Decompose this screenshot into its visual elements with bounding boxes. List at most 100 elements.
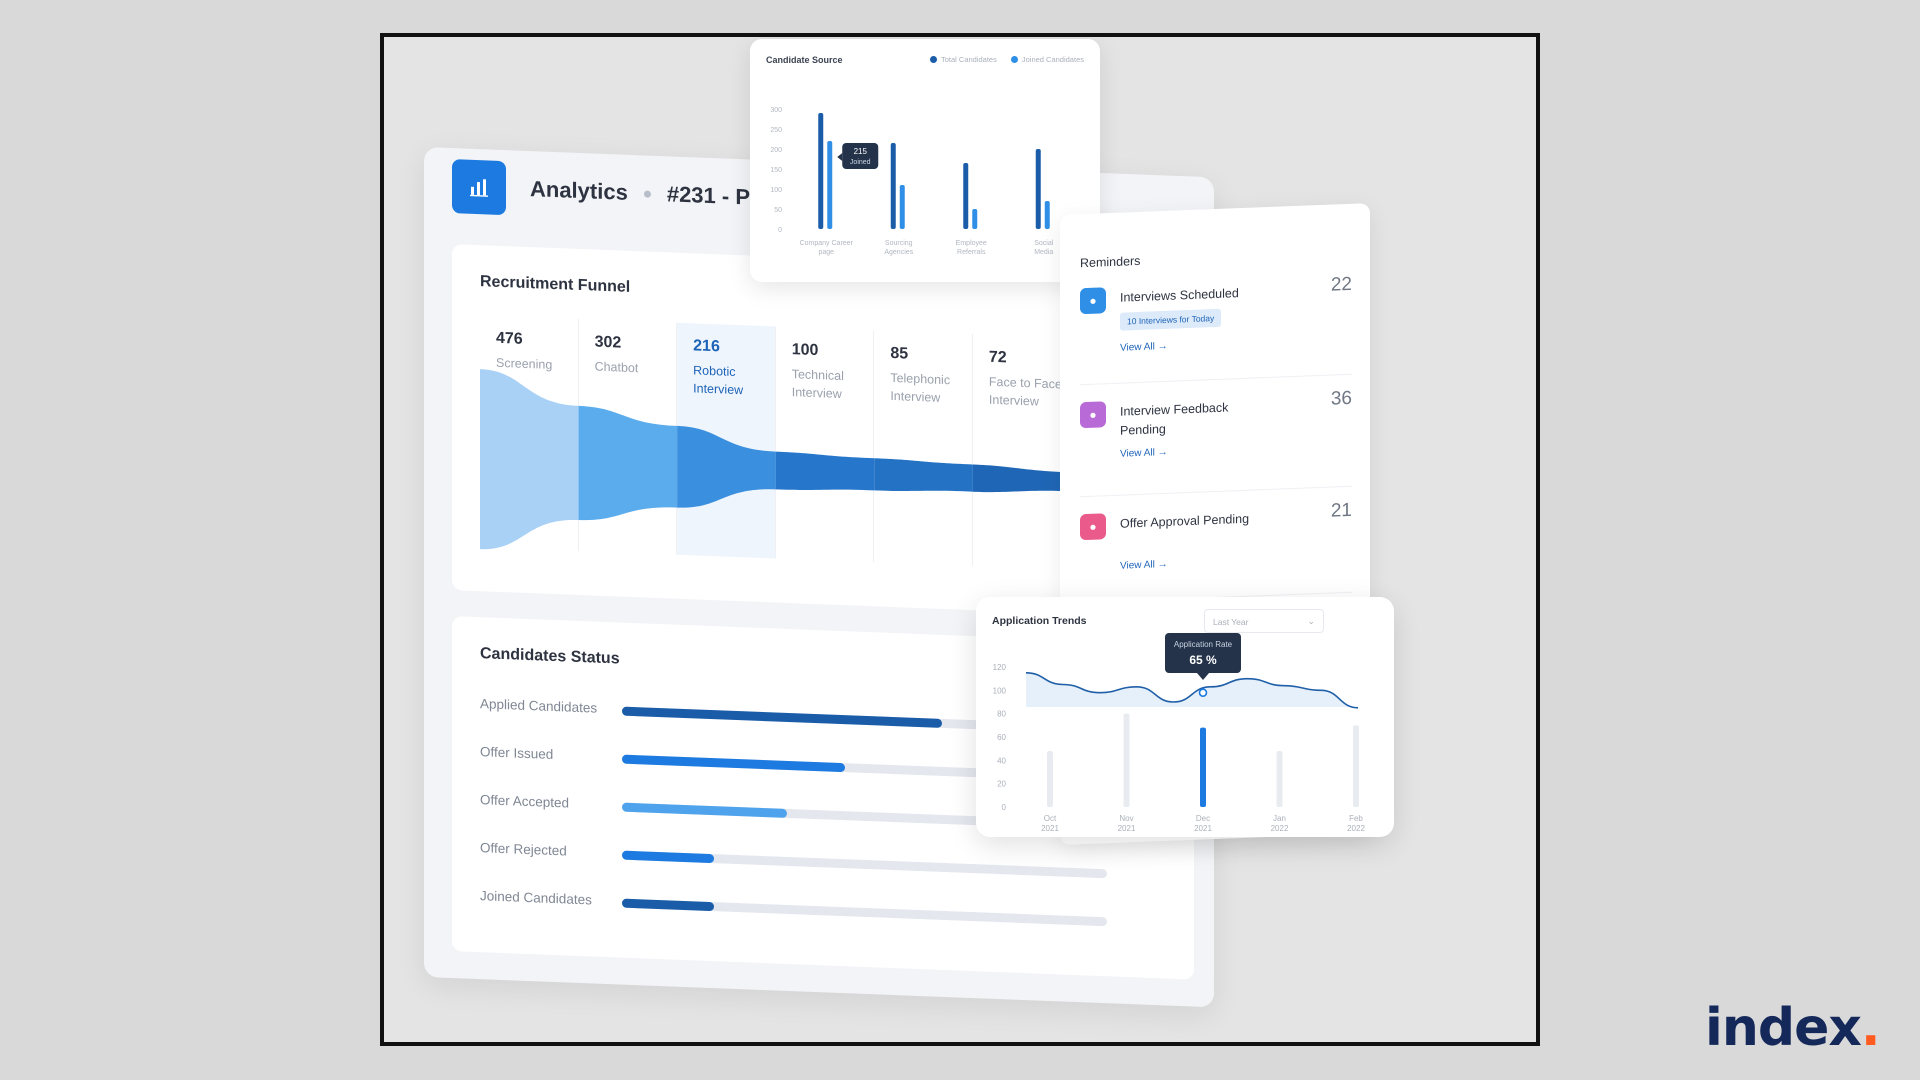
funnel-segment-4 — [776, 452, 875, 494]
arrow-right-icon: → — [1158, 341, 1168, 352]
reminder-divider — [1080, 486, 1352, 497]
x-tick-label: Social — [1034, 240, 1054, 247]
status-label: Offer Rejected — [480, 840, 567, 858]
x-tick-label: Dec — [1196, 814, 1210, 823]
y-tick-label: 100 — [993, 686, 1007, 695]
arrow-right-icon: → — [1158, 559, 1168, 570]
view-all-link[interactable]: View All → — [1120, 447, 1168, 460]
x-tick-label: Employee — [956, 240, 987, 247]
funnel-segment-6 — [973, 464, 1072, 495]
y-tick-label: 0 — [1002, 803, 1007, 812]
bar-total-candidates[interactable] — [1036, 149, 1041, 229]
y-tick-label: 120 — [993, 663, 1007, 672]
arrow-right-icon: → — [1158, 447, 1168, 458]
candidate-source-chart: 0 50 100 150 200 250 300 Company Career page Sour… — [750, 39, 1100, 282]
bar-total-candidates[interactable] — [963, 163, 968, 229]
bar-chart-icon — [468, 176, 490, 199]
x-tick-label: Feb — [1349, 814, 1363, 823]
x-tick-label: Company Career — [800, 240, 854, 247]
tooltip-value: 65 % — [1189, 653, 1217, 667]
bar-total-candidates[interactable] — [818, 113, 823, 229]
status-bar-fill — [622, 803, 787, 818]
analytics-logo[interactable] — [452, 159, 506, 215]
y-tick-label: 80 — [997, 710, 1006, 719]
reminder-label: Interviews Scheduled — [1120, 283, 1260, 307]
x-tick-label: Media — [1034, 249, 1053, 256]
y-tick-label: 200 — [770, 147, 782, 154]
bar-joined-candidates[interactable] — [972, 209, 977, 229]
x-tick-label: 2022 — [1347, 824, 1365, 833]
y-tick-label: 40 — [997, 756, 1006, 765]
x-tick-label: Nov — [1119, 814, 1133, 823]
feedback-icon: ● — [1080, 401, 1106, 428]
candidate-source-card: Candidate Source Total Candidates Joined… — [750, 39, 1100, 282]
bar-total-candidates[interactable] — [891, 143, 896, 229]
x-tick-label: Referrals — [957, 249, 986, 256]
x-tick-label: 2021 — [1194, 824, 1212, 833]
application-trends-card: Application Trends Last Year ⌄ 0 20 40 60 80… — [976, 597, 1394, 837]
tooltip-value: 215 — [854, 147, 868, 156]
trend-bar[interactable] — [1353, 725, 1359, 807]
funnel-stage-count: 302 — [595, 334, 677, 355]
status-label: Joined Candidates — [480, 888, 592, 907]
bar-joined-candidates[interactable] — [900, 185, 905, 229]
x-tick-label: Sourcing — [885, 240, 913, 247]
y-tick-label: 250 — [770, 127, 782, 134]
bar-joined-candidates[interactable] — [1045, 201, 1050, 229]
view-all-link[interactable]: View All → — [1120, 559, 1168, 572]
trend-bar[interactable] — [1200, 728, 1206, 807]
title-separator — [644, 190, 651, 197]
reminder-divider — [1080, 374, 1352, 385]
funnel-stage-count: 85 — [890, 345, 972, 366]
funnel-segment-2 — [579, 406, 678, 524]
reminder-tag: 10 Interviews for Today — [1120, 309, 1221, 331]
tooltip-label: Application Rate — [1174, 640, 1233, 649]
reminder-label: Interview Feedback Pending — [1120, 397, 1260, 440]
candidates-status-title: Candidates Status — [480, 645, 620, 668]
reminder-count: 36 — [1331, 388, 1352, 411]
y-tick-label: 20 — [997, 780, 1006, 789]
y-tick-label: 50 — [774, 207, 782, 214]
status-row: Joined Candidates — [480, 885, 1180, 936]
funnel-stage-count: 216 — [693, 337, 775, 358]
link-icon: ● — [1080, 287, 1106, 314]
page-title: Analytics — [530, 176, 628, 206]
funnel-segment-1 — [480, 369, 579, 553]
trend-bar[interactable] — [1047, 751, 1053, 807]
status-bar-fill — [622, 707, 942, 728]
tooltip-label: Joined — [850, 159, 871, 166]
view-all-link[interactable]: View All → — [1120, 341, 1168, 354]
status-row: Offer Rejected — [480, 837, 1180, 888]
funnel-stage-count: 100 — [792, 341, 874, 362]
reminder-item: ● Interview Feedback Pending 36 View All → — [1080, 392, 1352, 502]
status-label: Offer Issued — [480, 744, 553, 762]
x-tick-label: Jan — [1273, 814, 1286, 823]
funnel-segment-5 — [874, 458, 973, 494]
x-tick-label: Agencies — [884, 249, 913, 256]
status-bar-track — [622, 899, 1107, 927]
x-tick-label: Oct — [1044, 814, 1057, 823]
source-tooltip: 215 Joined — [837, 143, 878, 169]
funnel-stage-count: 476 — [496, 330, 578, 351]
status-bar-fill — [622, 851, 714, 864]
application-trends-chart: 020406080100120Oct2021Nov2021Dec2021Jan2… — [976, 597, 1394, 837]
y-tick-label: 150 — [770, 167, 782, 174]
funnel-title: Recruitment Funnel — [480, 273, 630, 297]
y-tick-label: 100 — [770, 187, 782, 194]
y-tick-label: 0 — [778, 227, 782, 234]
status-label: Applied Candidates — [480, 696, 597, 715]
bar-joined-candidates[interactable] — [827, 141, 832, 229]
reminders-title: Reminders — [1080, 254, 1140, 270]
y-tick-label: 300 — [770, 107, 782, 114]
trend-bar[interactable] — [1124, 714, 1130, 807]
reminder-count: 21 — [1331, 500, 1352, 523]
trend-bar[interactable] — [1277, 751, 1283, 807]
trend-marker — [1200, 689, 1207, 696]
trend-area — [1026, 673, 1358, 708]
trend-tooltip: Application Rate 65 % — [1165, 633, 1241, 680]
x-tick-label: 2022 — [1271, 824, 1289, 833]
reminder-count: 22 — [1331, 274, 1352, 297]
reminder-label: Offer Approval Pending — [1120, 509, 1260, 533]
document-icon: ● — [1080, 513, 1106, 540]
x-tick-label: 2021 — [1041, 824, 1059, 833]
